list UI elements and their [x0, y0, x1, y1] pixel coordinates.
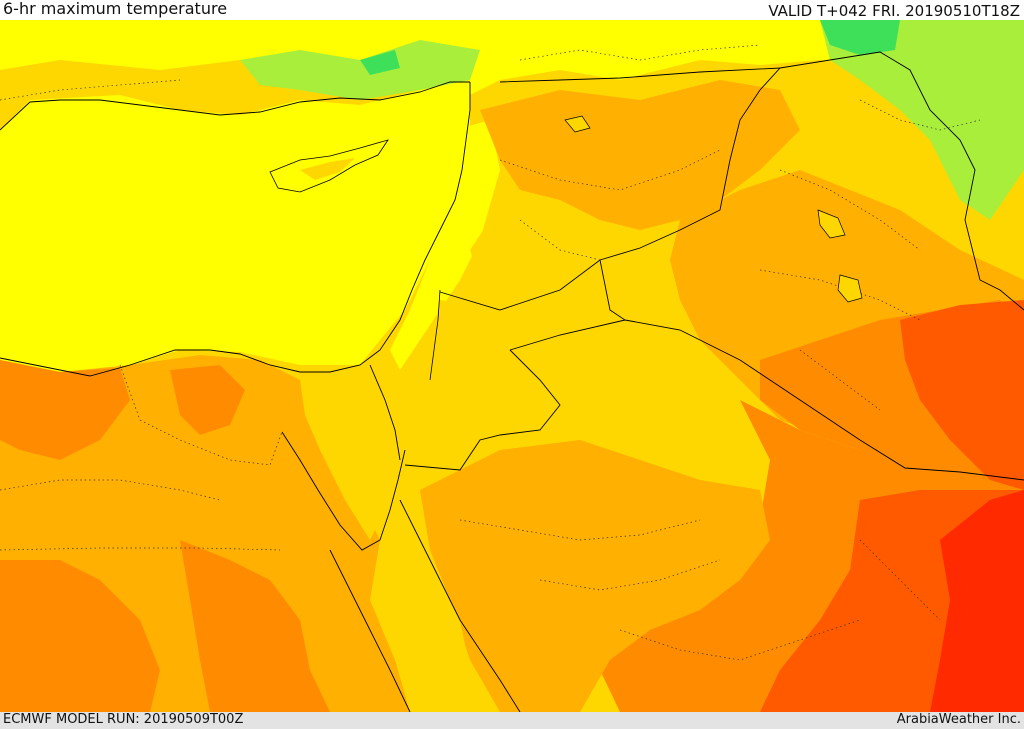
zone-egypt-orange-2: [170, 365, 245, 435]
zone-jordan-gold: [410, 300, 620, 470]
lake-tharthar: [817, 209, 846, 239]
zone-syria-gold: [470, 210, 660, 330]
zone-levant-yellow: [390, 120, 500, 370]
footer-bar: ECMWF MODEL RUN: 20190509T00Z ArabiaWeat…: [0, 712, 1024, 729]
temperature-map: [0, 20, 1024, 712]
zone-egypt-orange-1: [0, 360, 130, 460]
lake-assad: [564, 115, 591, 133]
zone-green-ne: [820, 20, 1024, 220]
border-jordan-saudi: [404, 349, 561, 471]
model-run-label: ECMWF MODEL RUN: 20190509T00Z: [3, 712, 244, 727]
header-bar: 6-hr maximum temperature VALID T+042 FRI…: [0, 0, 1024, 20]
border-saudi-iraq: [624, 319, 1024, 481]
zone-saudi-amber: [420, 440, 770, 712]
zone-iraq-darkorange: [900, 300, 1024, 490]
coastline-redsea-east: [399, 499, 521, 712]
border-syria-iraq: [499, 67, 782, 261]
coastline-levant: [379, 82, 471, 351]
zone-green-bright-ne: [820, 20, 900, 55]
coastline-turkey: [0, 81, 470, 131]
coastline-gulf-aqaba: [379, 449, 406, 541]
provincial-boundaries: [0, 44, 981, 661]
zone-saudi-red: [930, 490, 1024, 712]
coastline-gulf-suez: [281, 431, 381, 551]
coastline-redsea-west: [329, 549, 411, 712]
border-jordan-iraq-saudi: [439, 259, 627, 351]
border-egypt-israel: [369, 364, 401, 461]
valid-time: VALID T+042 FRI. 20190510T18Z: [768, 2, 1020, 20]
credit-label: ArabiaWeather Inc.: [896, 712, 1021, 727]
zone-green-n-bright: [360, 50, 400, 75]
zone-north-yellow: [0, 20, 1024, 100]
zone-green-n: [240, 40, 480, 100]
zone-syria-amber: [480, 80, 800, 230]
map-title: 6-hr maximum temperature: [3, 0, 228, 18]
border-iraq-iran: [779, 51, 1024, 311]
dead-sea: [429, 289, 441, 381]
zone-egypt-orange-3: [0, 560, 160, 712]
coastline-egypt: [0, 349, 381, 377]
zone-egypt-orange-4: [180, 540, 330, 712]
lake-habbaniyah: [837, 274, 863, 303]
cyprus-warm: [300, 158, 355, 180]
zone-redsea-gold: [370, 540, 480, 712]
zone-sinai-gold: [300, 365, 405, 540]
